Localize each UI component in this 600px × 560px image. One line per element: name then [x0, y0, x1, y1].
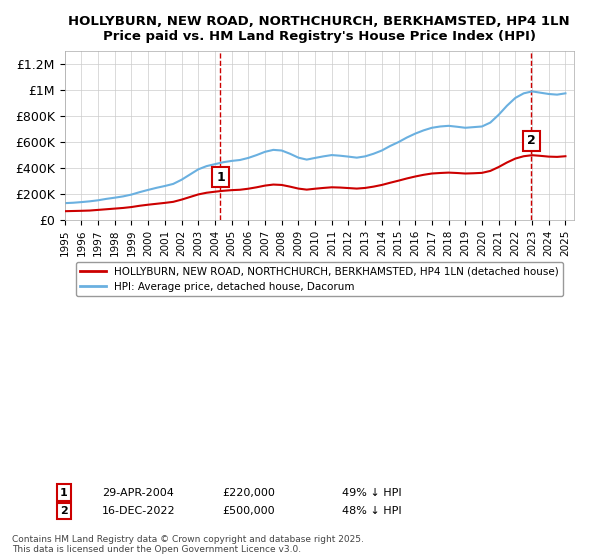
Text: 2: 2: [527, 134, 536, 147]
Title: HOLLYBURN, NEW ROAD, NORTHCHURCH, BERKHAMSTED, HP4 1LN
Price paid vs. HM Land Re: HOLLYBURN, NEW ROAD, NORTHCHURCH, BERKHA…: [68, 15, 570, 43]
Text: 48% ↓ HPI: 48% ↓ HPI: [342, 506, 401, 516]
Text: 16-DEC-2022: 16-DEC-2022: [102, 506, 176, 516]
Text: 2: 2: [60, 506, 68, 516]
Legend: HOLLYBURN, NEW ROAD, NORTHCHURCH, BERKHAMSTED, HP4 1LN (detached house), HPI: Av: HOLLYBURN, NEW ROAD, NORTHCHURCH, BERKHA…: [76, 263, 563, 296]
Text: Contains HM Land Registry data © Crown copyright and database right 2025.
This d: Contains HM Land Registry data © Crown c…: [12, 535, 364, 554]
Text: 49% ↓ HPI: 49% ↓ HPI: [342, 488, 401, 498]
Text: 1: 1: [60, 488, 68, 498]
Text: 29-APR-2004: 29-APR-2004: [102, 488, 174, 498]
Text: 1: 1: [216, 171, 225, 184]
Text: £220,000: £220,000: [222, 488, 275, 498]
Text: £500,000: £500,000: [222, 506, 275, 516]
